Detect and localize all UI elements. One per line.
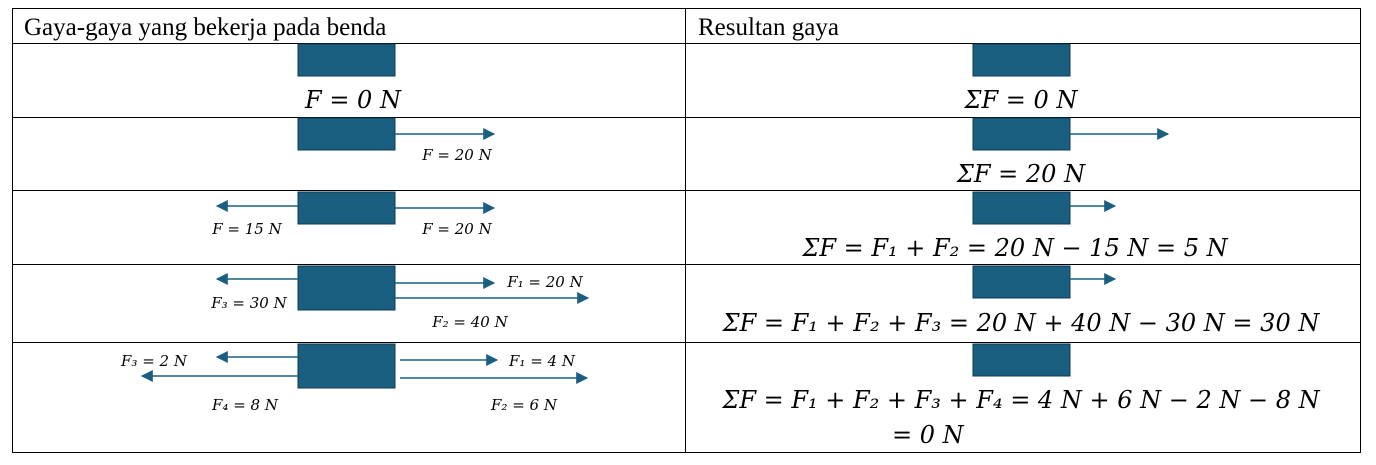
header-forces: Gaya-gaya yang bekerja pada benda (24, 14, 386, 41)
resultant-equation-cont: = 0 N (892, 421, 965, 449)
resultant-equation: ΣF = F₁ + F₂ = 20 N − 15 N = 5 N (801, 234, 1228, 262)
resultant-block (972, 343, 1071, 377)
resultant-equation: ΣF = F₁ + F₂ + F₃ = 20 N + 40 N − 30 N =… (722, 309, 1321, 337)
force-label-f1: F₁ = 20 N (506, 273, 583, 291)
force-label-f4: F₄ = 8 N (211, 396, 279, 414)
force-label-f1: F₁ = 4 N (508, 352, 576, 370)
resultant-block (972, 191, 1071, 225)
header-resultant: Resultan gaya (698, 14, 839, 41)
table-row: F = 20 N ΣF = 20 N (297, 117, 1170, 188)
force-label: F = 0 N (304, 86, 402, 114)
resultant-block (972, 117, 1071, 151)
object-block (297, 265, 396, 311)
table-row: F₁ = 20 N F₃ = 30 N F₂ = 40 N ΣF = F₁ + … (210, 265, 1321, 337)
force-label-f2: F₂ = 40 N (431, 313, 508, 331)
force-label-f3: F₃ = 2 N (120, 352, 188, 370)
object-block (297, 43, 396, 77)
resultant-equation: ΣF = 0 N (964, 86, 1079, 114)
table-row: F = 0 N ΣF = 0 N (297, 43, 1079, 114)
table-row: F₃ = 2 N F₁ = 4 N F₄ = 8 N F₂ = 6 N ΣF =… (120, 343, 1321, 449)
object-block (297, 191, 396, 225)
object-block (297, 343, 396, 389)
object-block (297, 117, 396, 151)
resultant-equation: ΣF = 20 N (956, 160, 1086, 188)
resultant-block (972, 265, 1071, 299)
force-label: F = 20 N (421, 146, 492, 164)
force-label-f2: F₂ = 6 N (490, 396, 558, 414)
table-row: F = 15 N F = 20 N ΣF = F₁ + F₂ = 20 N − … (211, 191, 1229, 262)
force-label-left: F = 15 N (211, 220, 282, 238)
force-label-right: F = 20 N (421, 220, 492, 238)
resultant-block (972, 43, 1071, 77)
resultant-equation: ΣF = F₁ + F₂ + F₃ + F₄ = 4 N + 6 N − 2 N… (721, 386, 1320, 414)
force-label-f3: F₃ = 30 N (210, 294, 287, 312)
table-grid (12, 8, 1361, 453)
